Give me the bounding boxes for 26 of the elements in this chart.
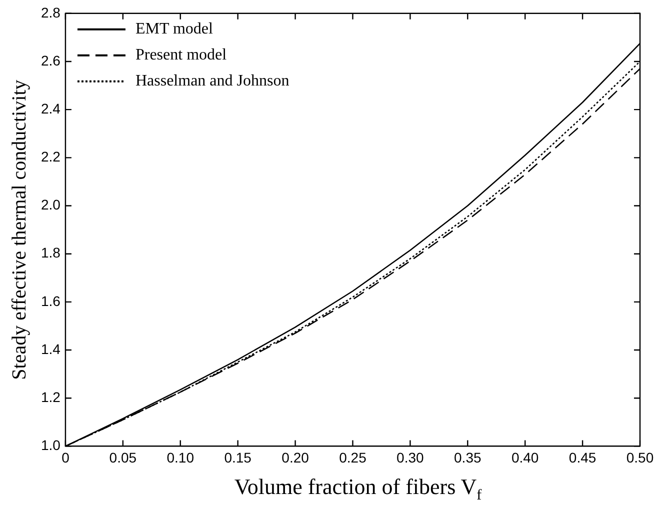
y-tick-label: 1.0 [40,437,61,454]
y-tick-label: 2.2 [40,148,61,165]
x-tick-label: 0.35 [454,449,482,466]
x-tick-label: 0.25 [339,449,367,466]
x-tick-label: 0.10 [166,449,194,466]
legend-label: Present model [135,46,228,64]
y-tick-label: 2.8 [40,4,61,20]
x-axis-title: Volume fraction of fibers V$_{f}$ [233,474,483,504]
x-tick-label: 0.20 [282,449,310,466]
y-tick-label: 1.4 [40,340,61,357]
x-tick-label: 0 [62,449,70,466]
y-tick-label: 1.2 [40,388,61,405]
x-tick-label: 0.40 [511,449,539,466]
y-tick-label: 1.6 [40,292,61,309]
y-axis-title: Steady effective thermal conductivity [8,80,30,380]
x-tick-label: 0.50 [626,449,654,466]
legend-label: EMT model [135,20,214,38]
x-tick-label: 0.15 [224,449,252,466]
x-tick-label: 0.30 [396,449,424,466]
y-tick-label: 2.0 [40,196,61,213]
y-tick-label: 2.4 [40,100,61,116]
y-tick-label: 2.6 [40,52,61,68]
legend-label: Hasselman and Johnson [135,72,290,90]
x-tick-label: 0.05 [109,449,137,466]
x-tick-label: 0.45 [568,449,596,466]
y-tick-label: 1.8 [40,244,61,261]
